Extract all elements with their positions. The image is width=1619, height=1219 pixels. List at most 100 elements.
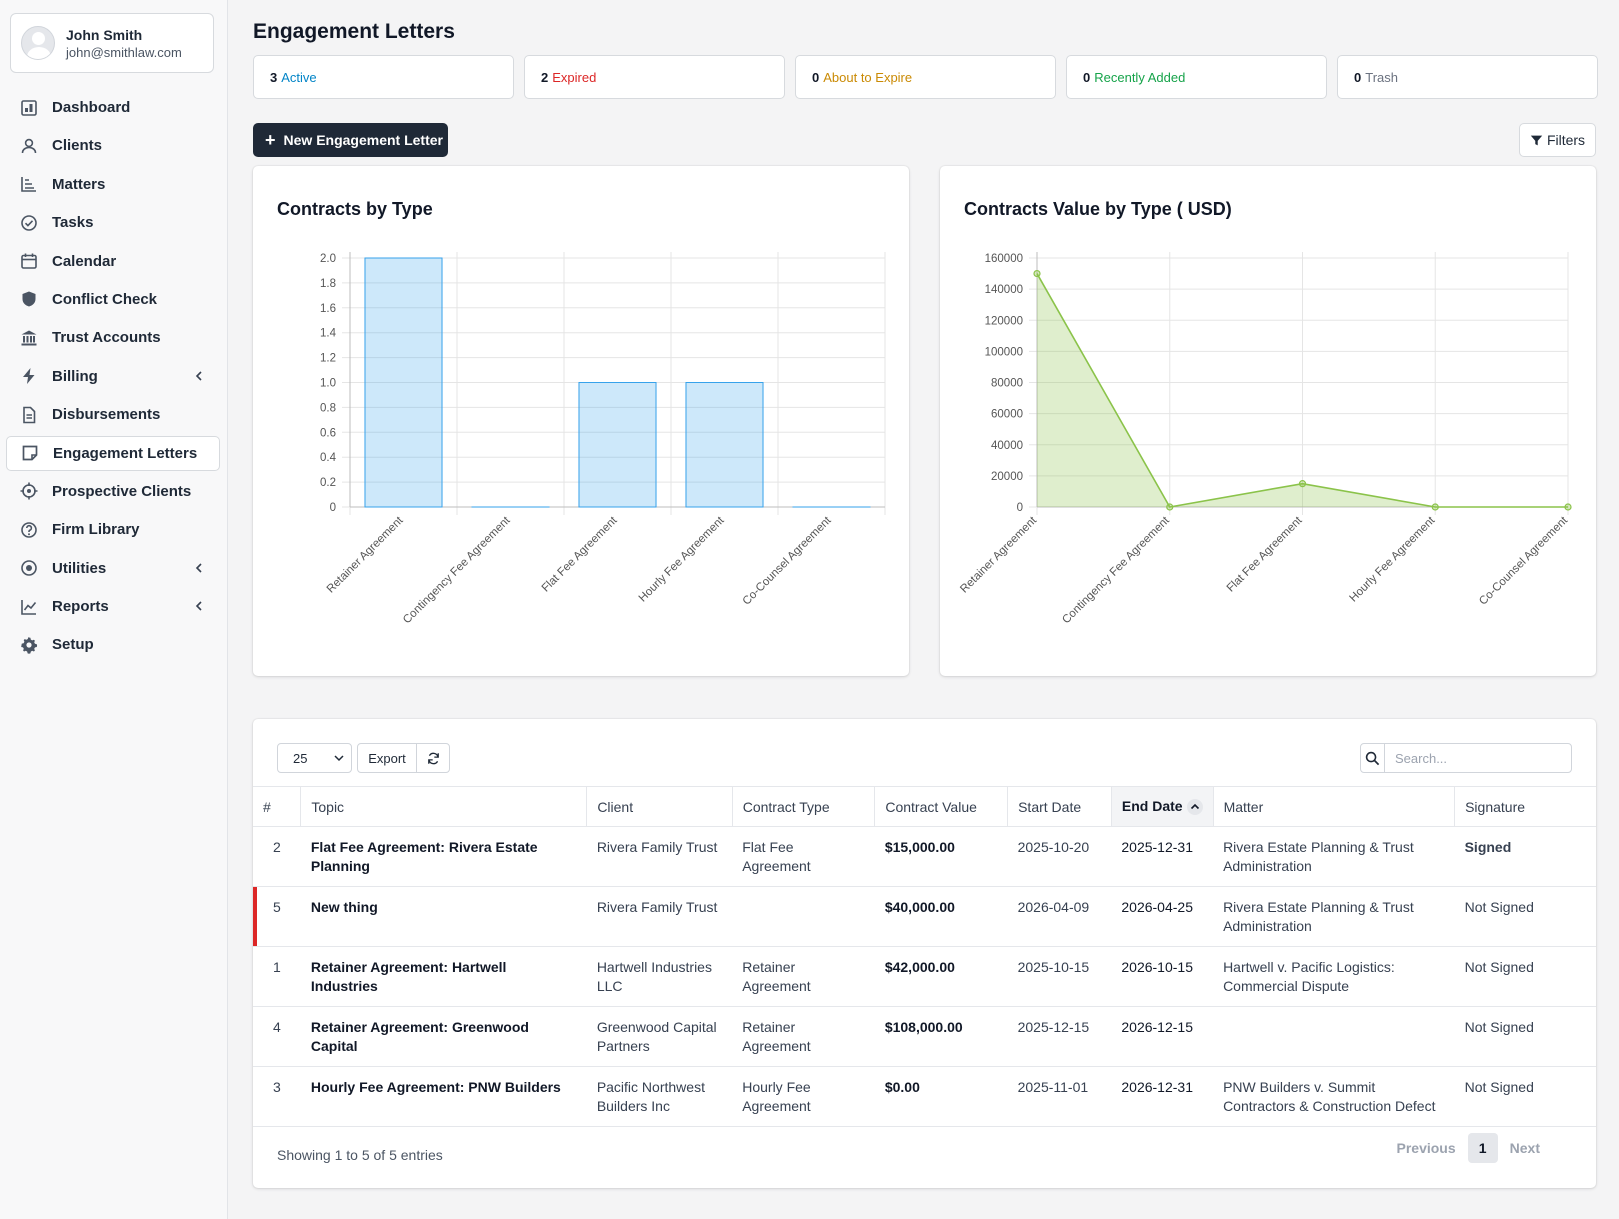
y-tick-label: 160000 — [985, 253, 1023, 265]
sidebar-item-conflict-check[interactable]: Conflict Check — [6, 282, 220, 317]
bar-hourly-fee-agreement[interactable] — [685, 382, 764, 508]
col-header-number[interactable]: # — [253, 786, 301, 827]
current-page-button[interactable]: 1 — [1467, 1133, 1498, 1163]
x-tick-label: Contingency Fee Agreement — [401, 514, 513, 626]
point-flat-fee-agreement[interactable] — [1298, 480, 1307, 488]
cell-signature: Signed — [1454, 826, 1596, 887]
next-page-button[interactable]: Next — [1509, 1140, 1540, 1156]
sidebar-item-label: Trust Accounts — [52, 329, 161, 347]
sidebar-item-clients[interactable]: Clients — [6, 128, 220, 163]
sidebar-item-firm-library[interactable]: Firm Library — [6, 512, 220, 547]
col-header-contract-value[interactable]: Contract Value — [874, 786, 1008, 827]
user-profile-card[interactable]: John Smith john@smithlaw.com — [10, 13, 214, 73]
cell-contract-type — [732, 886, 875, 947]
sidebar-item-reports[interactable]: Reports — [6, 589, 220, 624]
refresh-button[interactable] — [416, 743, 450, 773]
bar-flat-fee-agreement[interactable] — [578, 382, 657, 508]
new-engagement-letter-label: New Engagement Letter — [283, 132, 443, 148]
sidebar-item-label: Tasks — [52, 214, 94, 232]
point-retainer-agreement[interactable] — [1033, 269, 1041, 278]
previous-page-button[interactable]: Previous — [1396, 1140, 1456, 1156]
stat-card-trash[interactable]: 0 Trash — [1337, 55, 1598, 99]
new-engagement-letter-button[interactable]: + New Engagement Letter — [253, 123, 448, 157]
plus-icon: + — [265, 130, 276, 150]
search-input[interactable] — [1385, 744, 1571, 772]
stat-card-expired[interactable]: 2 Expired — [524, 55, 785, 99]
col-header-matter[interactable]: Matter — [1212, 786, 1455, 827]
y-tick-label: 140000 — [985, 284, 1023, 296]
cell-end-date: 2026-04-25 — [1111, 886, 1214, 947]
search-button[interactable] — [1361, 744, 1385, 772]
cell-contract-type: Flat Fee Agreement — [732, 826, 875, 887]
col-header-end-date-label: End Date — [1121, 797, 1183, 814]
sidebar-item-prospective-clients[interactable]: Prospective Clients — [6, 474, 220, 509]
table-row[interactable]: 3 Hourly Fee Agreement: PNW Builders Pacif… — [253, 1066, 1596, 1127]
col-header-client[interactable]: Client — [586, 786, 733, 827]
sidebar-item-trust-accounts[interactable]: Trust Accounts — [6, 320, 220, 355]
sidebar-item-utilities[interactable]: Utilities — [6, 551, 220, 586]
cell-number: 2 — [253, 826, 301, 887]
col-header-start-date[interactable]: Start Date — [1007, 786, 1112, 827]
cell-client: Rivera Family Trust — [586, 886, 733, 947]
stat-label: About to Expire — [823, 69, 913, 85]
table-row[interactable]: 5 New thing Rivera Family Trust $40,000.00 2… — [253, 886, 1596, 947]
calendar-icon — [20, 252, 38, 270]
sidebar-item-tasks[interactable]: Tasks — [6, 205, 220, 240]
cell-contract-value: $42,000.00 — [874, 946, 1008, 1007]
table-row[interactable]: 4 Retainer Agreement: Greenwood Capital Gr… — [253, 1006, 1596, 1067]
cell-topic[interactable]: New thing — [300, 886, 587, 947]
filters-button[interactable]: Filters — [1519, 123, 1596, 157]
col-header-topic[interactable]: Topic — [300, 786, 587, 827]
col-header-end-date[interactable]: End Date — [1110, 786, 1214, 827]
stat-card-about-to-expire[interactable]: 0 About to Expire — [795, 55, 1056, 99]
col-header-contract-type[interactable]: Contract Type — [731, 786, 875, 827]
cell-signature: Not Signed — [1454, 1066, 1596, 1127]
col-header-signature[interactable]: Signature — [1454, 786, 1596, 827]
sidebar-item-matters[interactable]: Matters — [6, 167, 220, 202]
sidebar-item-setup[interactable]: Setup — [6, 627, 220, 662]
stat-card-active[interactable]: 3 Active — [253, 55, 514, 99]
cell-matter: Rivera Estate Planning & Trust Administr… — [1213, 826, 1455, 887]
sticky-note-icon — [21, 444, 39, 462]
area-fill — [1037, 273, 1568, 507]
sidebar-item-engagement-letters[interactable]: Engagement Letters — [6, 435, 220, 471]
x-tick-label: Hourly Fee Agreement — [1348, 514, 1438, 604]
y-tick-label: 0.8 — [320, 402, 336, 414]
y-tick-label: 120000 — [985, 315, 1023, 327]
series-line — [1036, 273, 1568, 508]
user-icon — [20, 137, 38, 155]
point-co-counsel-agreement[interactable] — [1564, 503, 1572, 511]
cell-contract-type: Hourly Fee Agreement — [732, 1066, 875, 1127]
cell-end-date: 2025-12-31 — [1111, 826, 1214, 887]
stat-card-recently-added[interactable]: 0 Recently Added — [1066, 55, 1327, 99]
cell-end-date: 2026-12-15 — [1111, 1006, 1214, 1067]
export-button[interactable]: Export — [357, 743, 417, 773]
bank-icon — [20, 329, 38, 347]
sidebar-item-disbursements[interactable]: Disbursements — [6, 397, 220, 432]
point-hourly-fee-agreement[interactable] — [1431, 503, 1439, 511]
sidebar: John Smith john@smithlaw.com Dashboard Cl… — [0, 0, 228, 1219]
cell-topic[interactable]: Flat Fee Agreement: Rivera Estate Planni… — [300, 826, 587, 887]
cell-topic[interactable]: Hourly Fee Agreement: PNW Builders — [300, 1066, 587, 1127]
sidebar-item-label: Calendar — [52, 252, 117, 270]
page-length-select[interactable]: 25 — [277, 743, 352, 773]
y-tick-label: 1.6 — [320, 303, 336, 315]
bar-retainer-agreement[interactable] — [364, 257, 443, 508]
x-tick-label: Retainer Agreement — [958, 514, 1039, 595]
sidebar-item-billing[interactable]: Billing — [6, 359, 220, 394]
cell-contract-value: $15,000.00 — [874, 826, 1008, 887]
cell-topic[interactable]: Retainer Agreement: Greenwood Capital — [300, 1006, 587, 1067]
table-row[interactable]: 2 Flat Fee Agreement: Rivera Estate Plann… — [253, 826, 1596, 887]
y-tick-label: 0 — [330, 502, 336, 514]
page-length-value: 25 — [293, 750, 308, 766]
cell-end-date: 2026-10-15 — [1111, 946, 1214, 1007]
cell-topic[interactable]: Retainer Agreement: Hartwell Industries — [300, 946, 587, 1007]
table-row[interactable]: 1 Retainer Agreement: Hartwell Industries… — [253, 946, 1596, 1007]
y-tick-label: 1.2 — [320, 353, 336, 365]
sidebar-item-dashboard[interactable]: Dashboard — [6, 90, 220, 125]
y-tick-label: 80000 — [991, 378, 1023, 390]
sidebar-item-calendar[interactable]: Calendar — [6, 244, 220, 279]
stat-label: Active — [281, 69, 317, 85]
point-contingency-fee-agreement[interactable] — [1166, 503, 1174, 511]
cell-client: Greenwood Capital Partners — [586, 1006, 733, 1067]
